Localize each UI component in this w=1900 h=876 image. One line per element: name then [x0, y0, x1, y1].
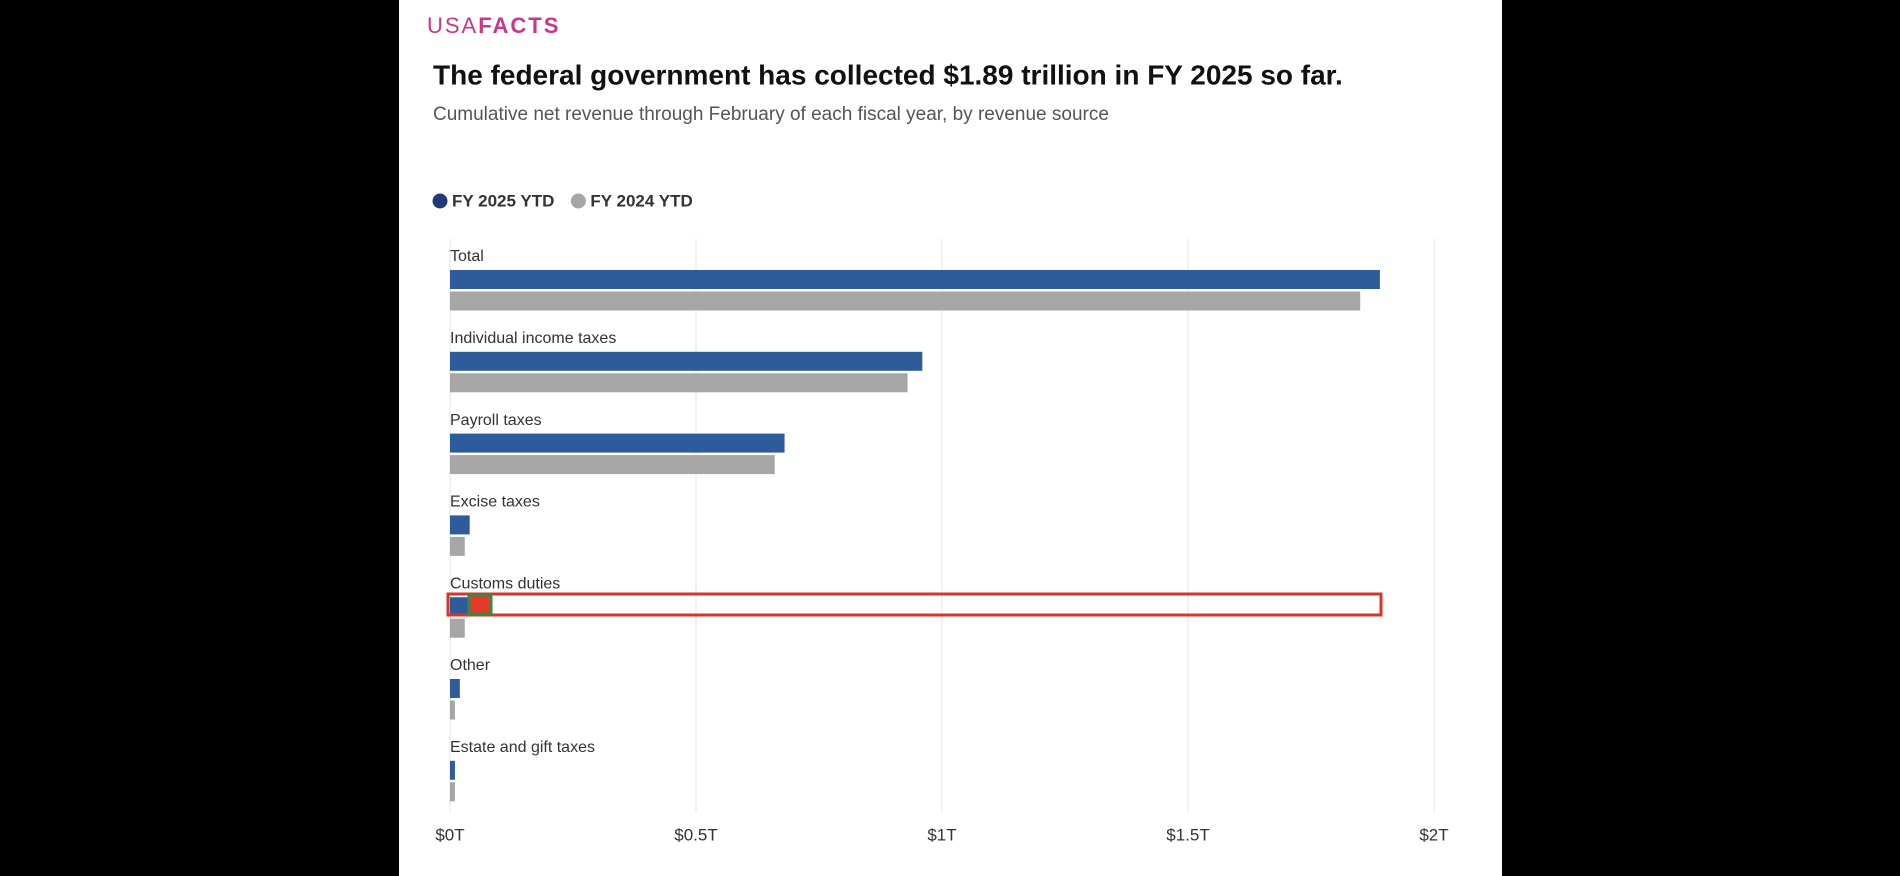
category-label: Payroll taxes	[450, 412, 542, 429]
bar	[450, 455, 775, 475]
category-label: Total	[450, 248, 484, 265]
legend-marker	[570, 193, 586, 209]
category-label: Individual income taxes	[450, 330, 616, 347]
category-label: Other	[450, 657, 491, 674]
brand-logo: USAFACTS	[427, 13, 560, 38]
category-label: Customs duties	[450, 575, 560, 592]
bar	[450, 515, 470, 535]
chart-title: The federal government has collected $1.…	[433, 59, 1343, 90]
bar	[450, 351, 923, 371]
x-tick-label: $1T	[927, 825, 956, 844]
brand-prefix: USA	[427, 13, 478, 38]
x-tick-label: $0.5T	[674, 825, 717, 844]
highlight-marker	[467, 593, 493, 616]
bar	[450, 433, 785, 453]
bar	[450, 291, 1361, 311]
legend-label: FY 2024 YTD	[590, 191, 692, 210]
x-tick-label: $2T	[1419, 825, 1448, 844]
x-tick-label: $1.5T	[1166, 825, 1209, 844]
brand-name: FACTS	[478, 13, 560, 38]
bar	[450, 679, 460, 698]
bar	[450, 760, 455, 780]
x-tick-label: $0T	[435, 825, 464, 844]
bar	[450, 597, 470, 617]
legend-label: FY 2025 YTD	[452, 191, 554, 210]
bar	[450, 618, 465, 638]
category-label: Excise taxes	[450, 494, 540, 511]
chart-subtitle: Cumulative net revenue through February …	[433, 104, 1109, 125]
legend-marker	[432, 193, 448, 209]
bar	[450, 700, 455, 720]
bar	[450, 270, 1380, 289]
bar	[450, 536, 465, 556]
highlight-box	[446, 592, 1383, 617]
bar	[450, 373, 908, 393]
category-label: Estate and gift taxes	[450, 739, 595, 756]
bar	[450, 782, 455, 802]
